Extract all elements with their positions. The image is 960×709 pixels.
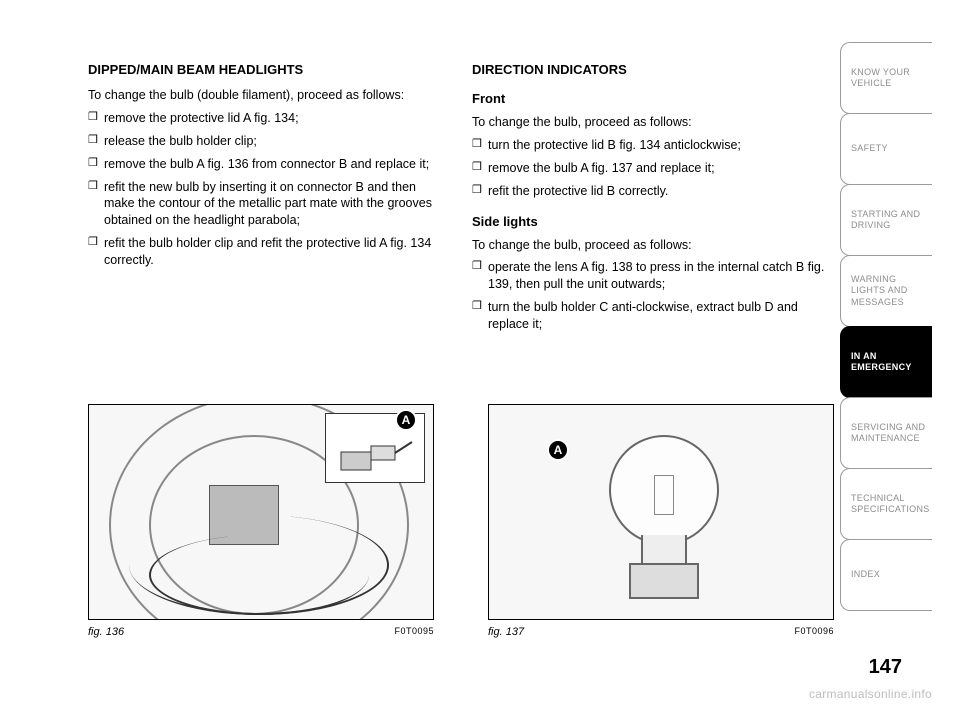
list-item: refit the bulb holder clip and refit the… bbox=[88, 235, 448, 269]
intro-left: To change the bulb (double filament), pr… bbox=[88, 87, 448, 104]
list-item: turn the protective lid B fig. 134 antic… bbox=[472, 137, 832, 154]
list-left: remove the protective lid A fig. 134; re… bbox=[88, 110, 448, 269]
list-item: remove the protective lid A fig. 134; bbox=[88, 110, 448, 127]
manual-page: DIPPED/MAIN BEAM HEADLIGHTS To change th… bbox=[0, 0, 960, 709]
tab-label: IN AN EMERGENCY bbox=[851, 351, 932, 374]
tab-in-an-emergency[interactable]: IN AN EMERGENCY bbox=[840, 326, 932, 398]
tab-label: SAFETY bbox=[851, 143, 888, 154]
marker-a-icon: A bbox=[547, 439, 569, 461]
figure-code: F0T0096 bbox=[794, 626, 834, 638]
figure-caption-text: fig. 137 bbox=[488, 626, 524, 638]
tab-index[interactable]: INDEX bbox=[840, 539, 932, 611]
heading-direction: DIRECTION INDICATORS bbox=[472, 62, 832, 77]
figure-137-image: A bbox=[488, 404, 834, 620]
intro-side: To change the bulb, proceed as follows: bbox=[472, 237, 832, 254]
tab-safety[interactable]: SAFETY bbox=[840, 113, 932, 185]
figure-136-caption: fig. 136 F0T0095 bbox=[88, 626, 434, 638]
tab-label: STARTING AND DRIVING bbox=[851, 209, 932, 232]
list-item: refit the new bulb by inserting it on co… bbox=[88, 179, 448, 230]
tab-starting-driving[interactable]: STARTING AND DRIVING bbox=[840, 184, 932, 256]
col-left: DIPPED/MAIN BEAM HEADLIGHTS To change th… bbox=[88, 62, 448, 339]
list-item: remove the bulb A fig. 136 from connecto… bbox=[88, 156, 448, 173]
tab-warning-lights[interactable]: WARNING LIGHTS AND MESSAGES bbox=[840, 255, 932, 327]
tab-servicing-maintenance[interactable]: SERVICING AND MAINTENANCE bbox=[840, 397, 932, 469]
subheading-front: Front bbox=[472, 91, 832, 106]
watermark: carmanualsonline.info bbox=[809, 687, 932, 701]
tab-label: INDEX bbox=[851, 569, 880, 580]
list-item: release the bulb holder clip; bbox=[88, 133, 448, 150]
tab-know-your-vehicle[interactable]: KNOW YOUR VEHICLE bbox=[840, 42, 932, 114]
section-tabs: KNOW YOUR VEHICLE SAFETY STARTING AND DR… bbox=[840, 42, 932, 610]
tab-label: WARNING LIGHTS AND MESSAGES bbox=[851, 274, 932, 308]
figure-137: A fig. 137 F0T0096 bbox=[488, 404, 834, 638]
tab-label: SERVICING AND MAINTENANCE bbox=[851, 422, 932, 445]
list-item: refit the protective lid B correctly. bbox=[472, 183, 832, 200]
col-right: DIRECTION INDICATORS Front To change the… bbox=[472, 62, 832, 339]
list-item: turn the bulb holder C anti-clockwise, e… bbox=[472, 299, 832, 333]
list-item: remove the bulb A fig. 137 and replace i… bbox=[472, 160, 832, 177]
marker-a-icon: A bbox=[395, 409, 417, 431]
tab-technical-specs[interactable]: TECHNICAL SPECIFICATIONS bbox=[840, 468, 932, 540]
content-columns: DIPPED/MAIN BEAM HEADLIGHTS To change th… bbox=[88, 62, 832, 339]
heading-dipped-main: DIPPED/MAIN BEAM HEADLIGHTS bbox=[88, 62, 448, 77]
tab-label: KNOW YOUR VEHICLE bbox=[851, 67, 932, 90]
list-item: operate the lens A fig. 138 to press in … bbox=[472, 259, 832, 293]
figure-136: A fig. 136 F0T0095 bbox=[88, 404, 434, 638]
list-front: turn the protective lid B fig. 134 antic… bbox=[472, 137, 832, 200]
figure-137-caption: fig. 137 F0T0096 bbox=[488, 626, 834, 638]
tab-label: TECHNICAL SPECIFICATIONS bbox=[851, 493, 932, 516]
intro-front: To change the bulb, proceed as follows: bbox=[472, 114, 832, 131]
figures-row: A fig. 136 F0T0095 A fig. 137 F0T0096 bbox=[88, 404, 832, 638]
figure-code: F0T0095 bbox=[394, 626, 434, 638]
subheading-side: Side lights bbox=[472, 214, 832, 229]
figure-136-image: A bbox=[88, 404, 434, 620]
list-side: operate the lens A fig. 138 to press in … bbox=[472, 259, 832, 333]
figure-caption-text: fig. 136 bbox=[88, 626, 124, 638]
page-number: 147 bbox=[869, 656, 902, 679]
